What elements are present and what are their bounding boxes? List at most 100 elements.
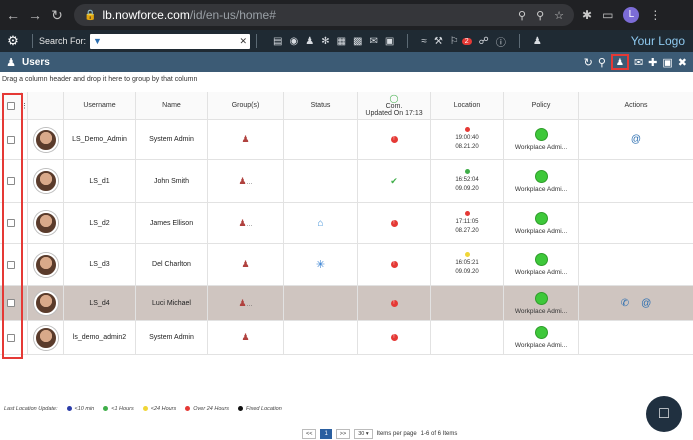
dashboard-icon[interactable]: ▤ [273,35,283,47]
policy-cell[interactable]: Workplace Admi... [504,120,579,159]
username-cell[interactable]: LS_d2 [64,203,136,243]
groups-cell[interactable]: ♟ [208,244,284,285]
groups-cell[interactable]: ♟… [208,203,284,243]
location-cell[interactable] [431,321,504,354]
search-input[interactable]: ▼ ✕ [90,33,251,49]
location-cell[interactable]: 19:00:40 08.21.20 [431,120,504,159]
avatar[interactable] [33,169,58,193]
row-checkbox[interactable] [6,260,15,269]
users-icon[interactable]: ♟ [305,35,315,47]
name-cell[interactable]: James Ellison [136,203,208,243]
row-checkbox[interactable] [6,219,15,227]
chat-icon[interactable]: □ [646,396,682,432]
phone-icon[interactable]: ✆ [620,297,630,309]
status-cell[interactable] [284,160,358,202]
com-header[interactable]: ◯ Com. Updated On 17:13 [358,92,431,119]
filter-icon[interactable]: ▼ [93,36,102,46]
com-cell[interactable]: ! [358,244,431,285]
username-header[interactable]: Username [64,92,136,119]
clear-search-icon[interactable]: ✕ [239,35,248,46]
row-checkbox[interactable] [6,177,15,185]
status-cell[interactable] [284,120,358,159]
name-cell[interactable]: System Admin [136,120,208,159]
avatar[interactable] [33,127,58,152]
com-cell[interactable]: ! [358,203,431,243]
first-page-button[interactable]: << [302,429,317,439]
email-icon[interactable]: @ [641,297,652,309]
groups-cell[interactable]: ♟… [208,160,284,202]
status-cell[interactable]: ✳ [284,244,358,285]
address-bar[interactable]: 🔒 lb.nowforce.com /id/en-us/home# ⚲ ⚲ ☆ [74,4,574,26]
groups-header[interactable]: Group(s) [208,92,284,119]
name-cell[interactable]: Del Charlton [136,244,208,285]
avatar[interactable] [33,252,58,277]
table-row[interactable]: LS_Demo_Admin System Admin ♟! 19:00:40 08.21… [0,120,693,160]
status-cell[interactable] [284,286,358,320]
location-cell[interactable]: 17:11:05 08.27.20 [431,203,504,243]
groups-cell[interactable]: ♟ [208,120,284,159]
settings-icon[interactable]: ✻ [321,35,330,47]
page-size-select[interactable]: 30 ▾ [354,429,373,439]
reload-icon[interactable]: ↻ [51,7,63,23]
mail-icon[interactable]: ✉ [369,35,378,47]
table-row[interactable]: LS_d1 John Smith ♟… ✔ 16:52:04 09.09.20 Workpl… [0,160,693,203]
target-icon[interactable]: ◉ [289,35,299,47]
zoom-icon[interactable]: ⚲ [536,9,545,22]
row-checkbox[interactable] [6,135,15,144]
status-header[interactable]: Status [284,92,358,119]
username-cell[interactable]: LS_Demo_Admin [64,120,136,159]
next-page-button[interactable]: >> [335,429,351,439]
close-icon[interactable]: ✖ [677,56,687,69]
profile-avatar[interactable]: L [623,7,640,23]
policy-cell[interactable]: Workplace Admi... [504,321,579,354]
username-cell[interactable]: ls_demo_admin2 [64,321,136,354]
status-cell[interactable]: ⌂ [284,203,358,243]
back-icon[interactable]: ← [6,7,20,23]
username-cell[interactable]: LS_d1 [64,160,136,202]
name-cell[interactable]: System Admin [136,321,208,354]
message-icon[interactable]: ✉ [633,56,644,69]
status-cell[interactable] [284,321,358,354]
com-cell[interactable]: ! [358,286,431,320]
forward-icon[interactable]: → [28,7,42,23]
table-row[interactable]: ls_demo_admin2 System Admin ♟! Workplace Ad… [0,321,693,355]
select-all-checkbox[interactable] [6,101,15,110]
location-cell[interactable] [431,286,504,320]
export-icon[interactable]: ▣ [662,56,673,69]
row-checkbox[interactable] [6,333,15,342]
name-cell[interactable]: John Smith [136,160,208,202]
window-icon[interactable]: ▣ [384,35,395,47]
cast-icon[interactable]: ▭ [602,8,614,22]
location-cell[interactable]: 16:52:04 09.09.20 [431,160,504,202]
username-cell[interactable]: LS_d4 [64,286,136,320]
browser-menu-icon[interactable]: ⋮ [649,8,662,22]
add-icon[interactable]: ✚ [648,56,658,69]
table-row[interactable]: LS_d2 James Ellison ♟… ⌂! 17:11:05 08.27.20 Wo… [0,203,693,244]
groups-cell[interactable]: ♟… [208,286,284,320]
avatar[interactable] [33,211,58,235]
avatar[interactable] [33,325,58,350]
qr-icon[interactable]: ▩ [353,35,363,47]
search-icon[interactable]: ⚲ [597,56,606,69]
help-icon[interactable]: ⓘ [495,37,506,49]
tools-icon[interactable]: ⚒ [433,35,443,47]
alerts-icon[interactable]: ⚐ [449,35,459,47]
name-cell[interactable]: Luci Michael [136,286,208,320]
avatar[interactable] [33,291,58,315]
email-icon[interactable]: @ [630,134,642,145]
policy-cell[interactable]: Workplace Admi... [504,286,579,320]
column-menu-icon[interactable]: ⋮ [21,92,28,119]
wifi-icon[interactable]: ≈ [421,35,427,47]
com-cell[interactable]: ! [358,120,431,159]
com-cell[interactable]: ! [358,321,431,354]
row-checkbox[interactable] [6,299,15,307]
star-icon[interactable]: ☆ [554,9,564,22]
current-page-button[interactable]: 1 [320,429,332,439]
refresh-icon[interactable]: ↻ [583,56,593,69]
grid-icon[interactable]: ▦ [336,35,347,47]
policy-cell[interactable]: Workplace Admi... [504,160,579,202]
user-group-icon[interactable]: ♟ [610,54,629,70]
policy-cell[interactable]: Workplace Admi... [504,244,579,285]
name-header[interactable]: Name [136,92,208,119]
username-cell[interactable]: LS_d3 [64,244,136,285]
